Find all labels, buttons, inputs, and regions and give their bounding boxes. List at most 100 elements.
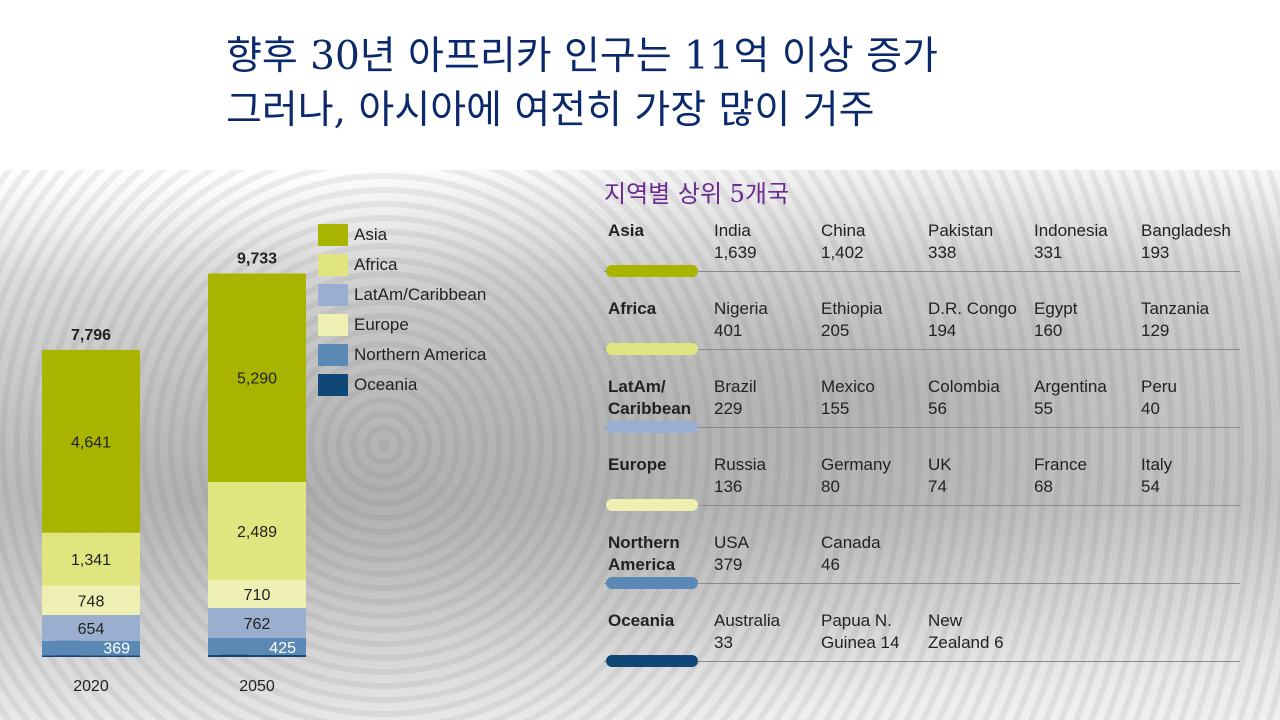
country-value: 56 — [928, 399, 947, 418]
region-row: LatAm/Caribbean Brazil 229 Mexico 155 Colombi… — [604, 374, 1240, 452]
country-entry: Ethiopia 205 — [821, 298, 927, 342]
segment-value-latam-caribbean-2050: 762 — [244, 616, 271, 633]
region-color-bar — [606, 499, 698, 511]
country-name: Tanzania — [1141, 299, 1210, 318]
country-entry: D.R. Congo 194 — [928, 298, 1034, 342]
legend-label: Oceania — [354, 375, 418, 394]
country-value: 155 — [821, 399, 850, 418]
country-value: 46 — [821, 555, 840, 574]
country-value: 74 — [928, 477, 947, 496]
region-row: Africa Nigeria 401 Ethiopia 205 D.R. Congo 194… — [604, 296, 1240, 374]
country-value: 194 — [928, 321, 957, 340]
bar-segment-latam-caribbean-2050 — [208, 607, 306, 639]
bar-segment-northern-america-2020 — [42, 640, 140, 656]
country-name: Papua N. — [821, 611, 892, 630]
legend-label: Asia — [354, 225, 388, 244]
country-value: 1,639 — [714, 243, 757, 262]
legend-label: Europe — [354, 315, 409, 334]
country-name: China — [821, 221, 866, 240]
country-name: Colombia — [928, 377, 1000, 396]
country-value: 160 — [1034, 321, 1063, 340]
country-name: Australia — [714, 611, 781, 630]
legend-swatch — [318, 224, 348, 246]
country-name: USA — [714, 533, 749, 552]
legend-swatch — [318, 284, 348, 306]
segment-value-africa-2050: 2,489 — [237, 524, 277, 541]
title-line-1: 향후 30년 아프리카 인구는 11억 이상 증가 — [226, 34, 938, 79]
region-row: Oceania Australia 33 Papua N. Guinea 14 New Ze… — [604, 608, 1240, 686]
country-name: UK — [928, 455, 952, 474]
region-row: Asia India 1,639 China 1,402 Pakistan 338 Indon… — [604, 218, 1240, 296]
country-value: 229 — [714, 399, 743, 418]
country-value: 338 — [928, 243, 957, 262]
region-name-line-2: Caribbean — [608, 399, 692, 418]
legend-label: Northern America — [354, 345, 487, 364]
country-value: 331 — [1034, 243, 1063, 262]
country-value: 379 — [714, 555, 743, 574]
country-entry: Peru 40 — [1141, 376, 1247, 420]
country-name: Russia — [714, 455, 766, 474]
legend-swatch — [318, 314, 348, 336]
region-name-line-1: Oceania — [608, 611, 675, 630]
segment-value-latam-caribbean-2020: 654 — [78, 621, 105, 638]
country-entry: UK 74 — [928, 454, 1034, 498]
country-value: Zealand 6 — [928, 633, 1004, 652]
country-name: Canada — [821, 533, 881, 552]
region-divider — [604, 583, 1240, 584]
country-entry: Egypt 160 — [1034, 298, 1140, 342]
region-color-bar — [606, 655, 698, 667]
segment-value-northern-america-2020: 369 — [103, 640, 130, 657]
country-name: Mexico — [821, 377, 875, 396]
region-name-line-1: Northern — [608, 533, 680, 552]
region-name: Africa — [608, 298, 708, 320]
country-entry: Mexico 155 — [821, 376, 927, 420]
country-name: Italy — [1141, 455, 1173, 474]
country-value: 40 — [1141, 399, 1160, 418]
legend-item: Oceania — [318, 370, 486, 400]
country-entry: Pakistan 338 — [928, 220, 1034, 264]
country-name: Peru — [1141, 377, 1177, 396]
page-title: 향후 30년 아프리카 인구는 11억 이상 증가 그러나, 아시아에 여전히 … — [226, 30, 1226, 138]
country-name: Nigeria — [714, 299, 768, 318]
country-entry: China 1,402 — [821, 220, 927, 264]
region-name-line-1: Asia — [608, 221, 644, 240]
country-name: Germany — [821, 455, 891, 474]
legend-item: Africa — [318, 250, 486, 280]
region-divider — [604, 661, 1240, 662]
country-name: Egypt — [1034, 299, 1078, 318]
bar-segment-northern-america-2050 — [208, 638, 306, 655]
country-entry: Indonesia 331 — [1034, 220, 1140, 264]
region-divider — [604, 349, 1240, 350]
country-entry: Nigeria 401 — [714, 298, 820, 342]
legend-item: Asia — [318, 220, 486, 250]
region-name-line-1: LatAm/ — [608, 377, 666, 396]
segment-value-europe-2020: 748 — [78, 593, 105, 610]
title-line-2: 그러나, 아시아에 여전히 가장 많이 거주 — [226, 88, 875, 133]
country-entry: Canada 46 — [821, 532, 927, 576]
segment-value-asia-2050: 5,290 — [237, 371, 277, 388]
country-entry: Italy 54 — [1141, 454, 1247, 498]
region-color-bar — [606, 421, 698, 433]
bar-segment-europe-2020 — [42, 585, 140, 615]
legend-swatch — [318, 344, 348, 366]
country-entry: New Zealand 6 — [928, 610, 1034, 654]
region-color-bar — [606, 265, 698, 277]
region-divider — [604, 505, 1240, 506]
country-value: 68 — [1034, 477, 1053, 496]
bar-segment-africa-2020 — [42, 532, 140, 586]
country-value: 401 — [714, 321, 743, 340]
bar-segment-europe-2050 — [208, 580, 306, 608]
country-name: India — [714, 221, 751, 240]
legend-item: LatAm/Caribbean — [318, 280, 486, 310]
country-entry: Brazil 229 — [714, 376, 820, 420]
legend-swatch — [318, 374, 348, 396]
country-value: 129 — [1141, 321, 1170, 340]
chart-legend: Asia Africa LatAm/Caribbean Europe Northern … — [318, 220, 486, 400]
region-name: Oceania — [608, 610, 708, 632]
legend-item: Northern America — [318, 340, 486, 370]
bar-segment-oceania-2050 — [208, 654, 306, 657]
bar-segment-asia-2020 — [42, 349, 140, 533]
stacked-bar-chart: 433696547481,3414,6417,79620205742576271… — [42, 251, 306, 695]
bar-segment-asia-2050 — [208, 273, 306, 482]
region-country-table: Asia India 1,639 China 1,402 Pakistan 338 Indon… — [604, 218, 1240, 686]
